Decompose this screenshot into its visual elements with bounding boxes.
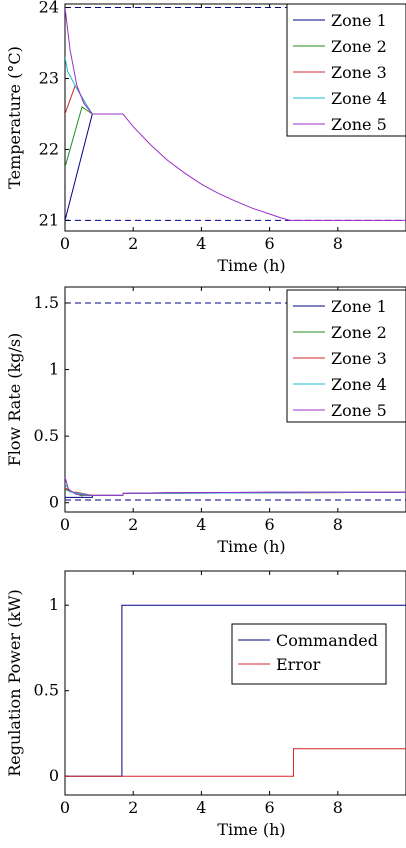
y-axis-label: Regulation Power (kW): [5, 589, 24, 777]
y-tick-label: 1: [49, 595, 59, 614]
y-axis-label: Temperature (°C): [5, 46, 24, 189]
legend: Commanded Error: [231, 623, 387, 685]
chart-3: 0 2 4 6 8 0 0.5 1 Time (h) Regulation Power (kW) C…: [5, 570, 406, 839]
x-tick-label: 6: [265, 515, 275, 534]
chart-2: 0 2 4 6 8 0 0.5 1 1.5 Time (h) Flow Rate (kg/s) Zon…: [5, 286, 406, 556]
y-tick-label: 21: [39, 210, 59, 229]
x-tick-label: 2: [128, 515, 138, 534]
plot-frame: [64, 286, 406, 513]
x-tick-label: 0: [60, 515, 70, 534]
series-line-zone-5: [65, 477, 406, 496]
y-axis-label: Flow Rate (kg/s): [5, 333, 24, 467]
series-line-zone-1: [65, 113, 123, 221]
x-tick-label: 8: [333, 798, 343, 817]
legend-label: Zone 2: [331, 323, 387, 342]
legend-label: Zone 4: [331, 89, 387, 108]
legend: Zone 1 Zone 2 Zone 3 Zone 4 Zone 5: [286, 3, 406, 137]
x-tick-label: 4: [196, 234, 206, 253]
series-line-zone-4: [65, 57, 123, 115]
x-tick-label: 6: [265, 798, 275, 817]
x-tick-label: 6: [265, 234, 275, 253]
legend-label: Zone 1: [331, 11, 387, 30]
series-line-zone-5: [65, 7, 406, 221]
x-tick-label: 0: [60, 798, 70, 817]
legend-label: Zone 3: [331, 349, 387, 368]
legend-label: Zone 4: [331, 375, 387, 394]
legend-box: [286, 3, 406, 137]
legend-label: Error: [276, 655, 321, 674]
legend-box: [231, 623, 387, 685]
x-tick-label: 2: [128, 798, 138, 817]
y-tick-label: 0: [49, 766, 59, 785]
x-axis-label: Time (h): [217, 537, 285, 556]
x-tick-label: 0: [60, 234, 70, 253]
legend: Zone 1 Zone 2 Zone 3 Zone 4 Zone 5: [286, 289, 406, 423]
legend-label: Zone 5: [331, 115, 387, 134]
x-tick-label: 8: [333, 234, 343, 253]
series-line-zone-4: [65, 483, 406, 496]
y-tick-label: 0.5: [34, 681, 59, 700]
series-line-zone-3: [65, 84, 123, 115]
legend-label: Commanded: [276, 631, 378, 650]
legend-label: Zone 2: [331, 37, 387, 56]
series-line-zone-2: [65, 106, 123, 168]
legend-box: [286, 289, 406, 423]
y-tick-label: 22: [39, 139, 59, 158]
legend-label: Zone 5: [331, 401, 387, 420]
x-axis-label: Time (h): [217, 256, 285, 275]
y-tick-label: 1: [49, 360, 59, 379]
legend-label: Zone 1: [331, 297, 387, 316]
x-tick-label: 2: [128, 234, 138, 253]
plot-frame: [64, 3, 406, 232]
y-tick-label: 0.5: [34, 426, 59, 445]
series-line-zone-3: [65, 487, 406, 496]
y-tick-label: 23: [39, 68, 59, 87]
plot-frame: [64, 570, 406, 796]
y-tick-label: 1.5: [34, 293, 59, 312]
x-tick-label: 4: [196, 798, 206, 817]
y-tick-label: 24: [39, 0, 59, 17]
x-tick-label: 8: [333, 515, 343, 534]
legend-label: Zone 3: [331, 63, 387, 82]
x-tick-label: 4: [196, 515, 206, 534]
x-axis-label: Time (h): [217, 820, 285, 839]
series-line-error: [65, 748, 406, 777]
y-tick-label: 0: [49, 493, 59, 512]
